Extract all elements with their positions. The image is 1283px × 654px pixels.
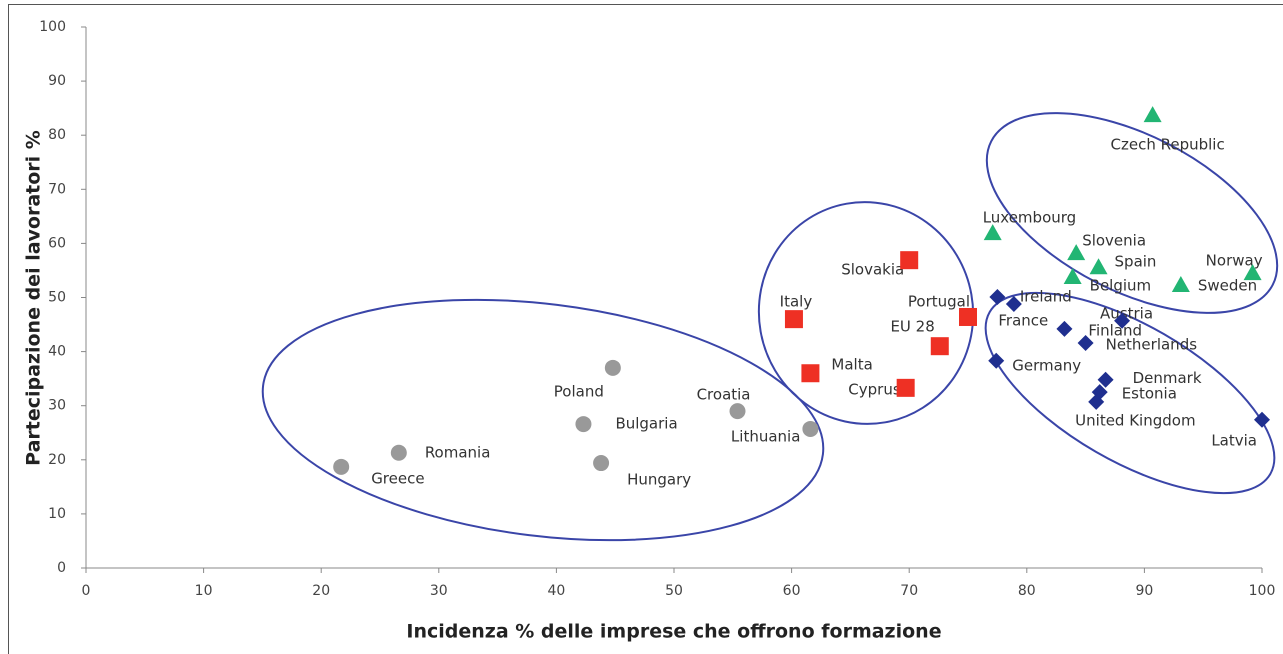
y-tick-label: 40: [48, 344, 66, 360]
point: [1056, 320, 1073, 337]
point: [1089, 258, 1108, 275]
point: [1254, 411, 1270, 428]
y-tick-label: 60: [48, 235, 66, 251]
x-tick-label: 60: [783, 583, 801, 599]
point-label: Cyprus: [848, 380, 901, 398]
point: [604, 359, 621, 376]
point-label: Slovakia: [841, 261, 904, 279]
point: [390, 444, 407, 461]
x-tick-label: 90: [1135, 583, 1153, 599]
chart-frame: [8, 4, 1283, 654]
x-tick-label: 0: [82, 583, 91, 599]
point-label: Romania: [425, 443, 491, 461]
point: [1063, 267, 1082, 284]
cluster-ellipse: [985, 112, 1279, 314]
point: [1088, 393, 1105, 410]
point-label: Germany: [1012, 356, 1081, 374]
point: [729, 403, 746, 420]
point: [959, 307, 977, 326]
x-tick-label: 10: [195, 583, 213, 599]
point: [784, 310, 803, 329]
point: [1243, 264, 1262, 281]
point: [896, 378, 915, 397]
point-label: Denmark: [1133, 369, 1202, 387]
point-label: Bulgaria: [615, 415, 677, 433]
point-label: Portugal: [908, 292, 970, 310]
cluster-ellipse: [984, 291, 1276, 495]
y-tick-label: 20: [48, 452, 66, 468]
point: [593, 455, 610, 472]
x-tick-label: 30: [430, 583, 448, 599]
point: [900, 251, 919, 270]
y-tick-label: 100: [39, 19, 66, 35]
point: [988, 352, 1005, 369]
x-tick-label: 80: [1018, 583, 1036, 599]
point-label: Lithuania: [731, 427, 800, 445]
x-axis-title: Incidenza % delle imprese che offrono fo…: [406, 621, 941, 643]
y-axis-title: Partecipazione dei lavoratori %: [23, 130, 45, 466]
point: [575, 416, 592, 433]
y-tick-label: 50: [48, 290, 66, 306]
point: [333, 458, 350, 475]
point-label: Estonia: [1122, 385, 1177, 403]
point: [930, 337, 949, 356]
cluster-outlines: [261, 112, 1279, 542]
point-label: Czech Republic: [1111, 136, 1225, 154]
point: [1114, 312, 1131, 329]
y-tick-label: 80: [48, 127, 66, 143]
point: [1143, 106, 1162, 123]
point-label: Latvia: [1211, 431, 1257, 449]
y-tick-label: 90: [48, 73, 66, 89]
point-label: Croatia: [697, 386, 751, 404]
point-label: Greece: [371, 469, 424, 487]
point-label: Ireland: [1020, 287, 1072, 305]
point-label: Netherlands: [1106, 335, 1198, 353]
point-label: Poland: [554, 382, 604, 400]
x-tick-label: 50: [665, 583, 683, 599]
x-tick-label: 40: [547, 583, 565, 599]
point-label: Spain: [1115, 253, 1157, 271]
point-label: Hungary: [627, 471, 691, 489]
y-tick-label: 0: [57, 560, 66, 576]
point-label: United Kingdom: [1075, 411, 1195, 429]
cluster-ellipse: [757, 201, 975, 425]
y-tick-label: 70: [48, 181, 66, 197]
point-label: Malta: [831, 356, 872, 374]
point: [1097, 371, 1114, 388]
point: [1171, 276, 1190, 293]
point-label: Norway: [1206, 252, 1263, 270]
point-label: Italy: [780, 293, 813, 311]
y-tick-label: 10: [48, 506, 66, 522]
point-label: France: [998, 311, 1048, 329]
x-tick-label: 20: [312, 583, 330, 599]
x-tick-label: 100: [1249, 583, 1276, 599]
point-label: Finland: [1088, 321, 1142, 339]
point-label: EU 28: [890, 318, 934, 336]
y-tick-label: 30: [48, 398, 66, 414]
point: [801, 364, 820, 383]
point: [802, 420, 819, 437]
cluster-ellipse: [261, 298, 825, 542]
point-label: Luxembourg: [983, 209, 1077, 227]
point: [1067, 244, 1086, 261]
point-label: Sweden: [1198, 277, 1257, 295]
point-label: Austria: [1100, 304, 1153, 322]
x-tick-label: 70: [900, 583, 918, 599]
point: [983, 224, 1002, 241]
point: [1077, 334, 1094, 351]
point: [1005, 295, 1022, 312]
point-label: Slovenia: [1082, 232, 1146, 250]
point-label: Belgium: [1090, 276, 1152, 294]
point: [989, 288, 1006, 305]
